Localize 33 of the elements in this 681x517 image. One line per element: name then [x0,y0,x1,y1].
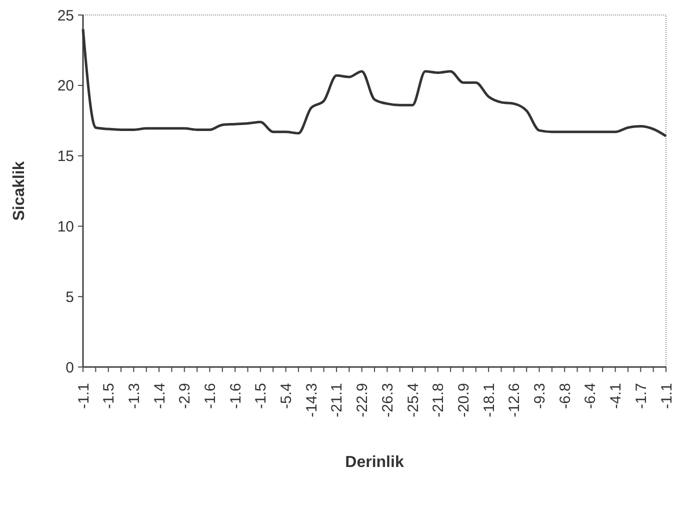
y-tick-label: 10 [57,218,74,236]
x-axis-title: Derinlik [345,454,404,471]
x-tick-label: -6.8 [556,383,574,409]
x-tick-label: -1.3 [126,383,143,409]
x-tick-label: -4.1 [608,383,625,409]
x-tick-label: -21.8 [430,383,448,418]
y-tick-label: 5 [66,288,74,306]
x-tick-label: -1.6 [202,383,219,409]
x-tick-label: -6.4 [582,383,600,409]
y-tick-label: 20 [57,78,74,95]
y-axis-title: Sicaklik [11,161,28,221]
x-tick-label: -18.1 [480,383,498,418]
x-tick-label: -12.6 [506,383,524,418]
x-tick-label: -1.4 [151,383,168,409]
x-tick-label: -1.1 [75,383,92,409]
y-tick-label: 0 [66,359,74,376]
y-tick-label: 15 [57,148,74,166]
x-tick-label: -5.4 [278,383,296,409]
x-tick-label: -14.3 [303,383,320,418]
x-tick-label: -21.1 [328,383,346,418]
y-tick-label: 25 [57,7,74,24]
line-series [82,28,668,138]
x-tick-label: -1.7 [632,383,650,409]
x-tick-label: -25.4 [404,383,422,418]
x-tick-label: -1.1 [658,383,676,409]
x-tick-label: -9.3 [532,383,549,409]
x-tick-label: -26.3 [379,383,396,418]
x-tick-label: -1.6 [227,383,244,409]
x-tick-label: -2.9 [176,383,194,409]
x-tick-label: -22.9 [354,383,372,418]
x-tick-label: -1.5 [252,383,270,409]
x-tick-label: -20.9 [455,383,472,418]
x-tick-label: -1.5 [100,383,118,409]
